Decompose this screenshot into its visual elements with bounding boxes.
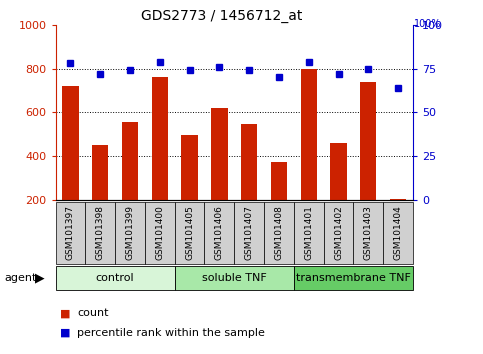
Bar: [264, 202, 294, 264]
Text: GSM101405: GSM101405: [185, 205, 194, 260]
Bar: [145, 202, 175, 264]
Text: GSM101407: GSM101407: [245, 205, 254, 260]
Bar: [56, 202, 85, 264]
Bar: [300, 69, 317, 200]
Bar: [294, 266, 413, 290]
Text: 100%: 100%: [414, 19, 441, 29]
Text: GSM101406: GSM101406: [215, 205, 224, 260]
Bar: [175, 266, 294, 290]
Bar: [62, 86, 79, 200]
Bar: [234, 202, 264, 264]
Text: control: control: [96, 273, 134, 283]
Bar: [271, 162, 287, 200]
Text: transmembrane TNF: transmembrane TNF: [296, 273, 411, 283]
Bar: [383, 202, 413, 264]
Text: count: count: [77, 308, 109, 318]
Text: ■: ■: [60, 328, 71, 338]
Bar: [324, 202, 354, 264]
Bar: [294, 202, 324, 264]
Bar: [241, 125, 257, 200]
Text: ■: ■: [60, 308, 71, 318]
Text: GSM101399: GSM101399: [126, 205, 134, 260]
Text: GSM101408: GSM101408: [274, 205, 284, 260]
Text: GSM101403: GSM101403: [364, 205, 373, 260]
Text: GSM101404: GSM101404: [394, 205, 402, 260]
Bar: [152, 78, 168, 200]
Bar: [330, 143, 347, 200]
Text: ▶: ▶: [35, 272, 44, 284]
Text: GSM101401: GSM101401: [304, 205, 313, 260]
Text: agent: agent: [5, 273, 37, 283]
Bar: [85, 202, 115, 264]
Bar: [390, 199, 406, 200]
Text: GSM101398: GSM101398: [96, 205, 105, 260]
Bar: [115, 202, 145, 264]
Text: GDS2773 / 1456712_at: GDS2773 / 1456712_at: [142, 9, 303, 23]
Bar: [204, 202, 234, 264]
Bar: [92, 145, 108, 200]
Text: GSM101402: GSM101402: [334, 205, 343, 260]
Bar: [182, 135, 198, 200]
Bar: [56, 266, 175, 290]
Bar: [175, 202, 204, 264]
Text: soluble TNF: soluble TNF: [202, 273, 267, 283]
Bar: [354, 202, 383, 264]
Bar: [360, 82, 376, 200]
Bar: [122, 122, 138, 200]
Text: GSM101400: GSM101400: [156, 205, 164, 260]
Text: GSM101397: GSM101397: [66, 205, 75, 260]
Bar: [211, 108, 227, 200]
Text: percentile rank within the sample: percentile rank within the sample: [77, 328, 265, 338]
